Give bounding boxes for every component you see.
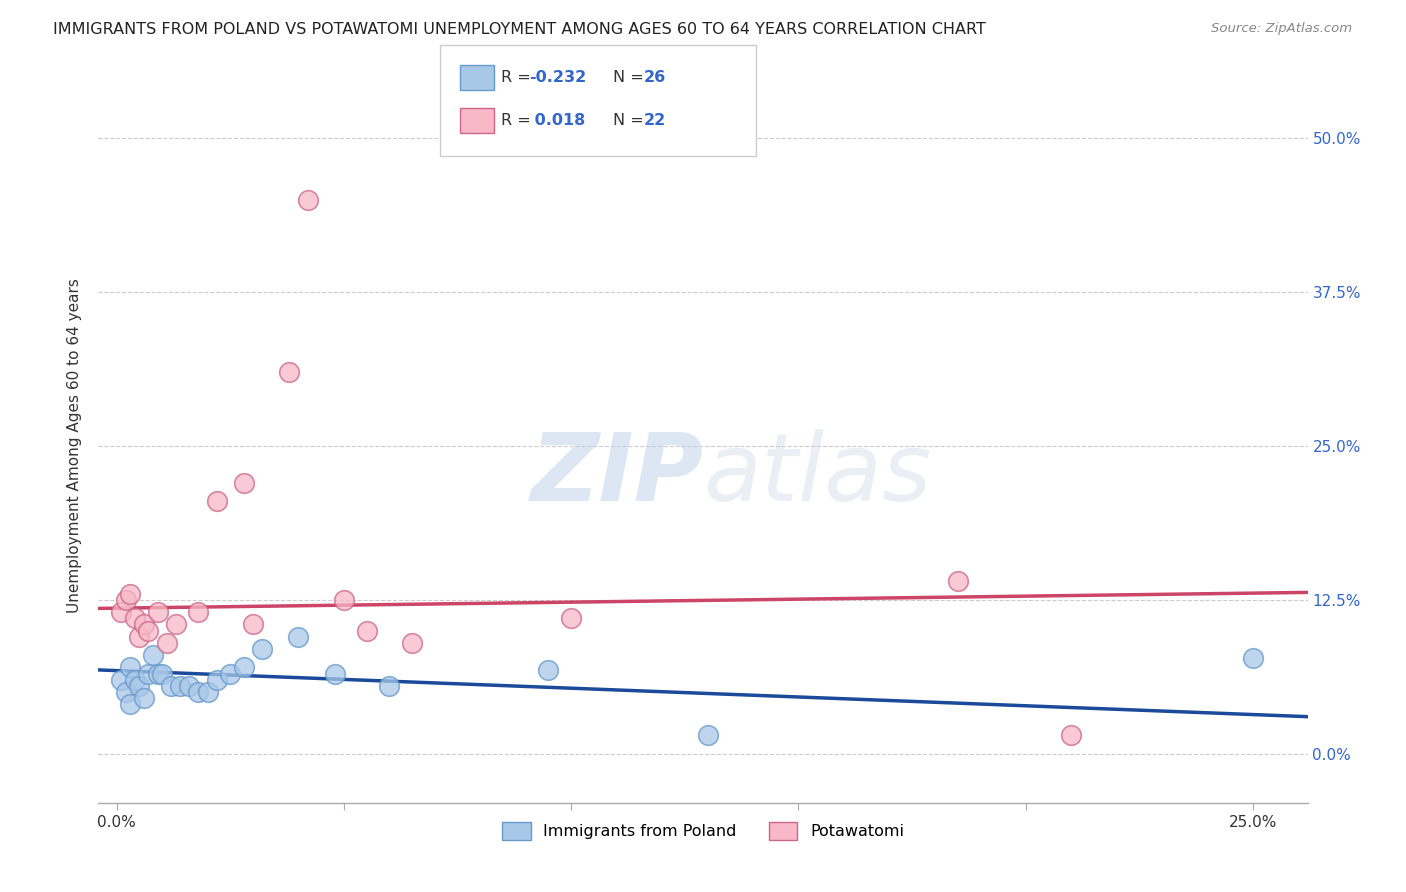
Point [155, 636, 177, 650]
Point [132, 691, 155, 706]
Point [128, 630, 150, 644]
Point [946, 574, 969, 589]
Point [110, 673, 132, 687]
Point [120, 698, 142, 712]
Point [205, 673, 228, 687]
Point [114, 592, 136, 607]
Text: R =: R = [501, 70, 536, 85]
Point [138, 666, 160, 681]
Point [138, 624, 160, 638]
Text: Source: ZipAtlas.com: Source: ZipAtlas.com [1212, 22, 1353, 36]
Text: IMMIGRANTS FROM POLAND VS POTAWATOMI UNEMPLOYMENT AMONG AGES 60 TO 64 YEARS CORR: IMMIGRANTS FROM POLAND VS POTAWATOMI UNE… [53, 22, 986, 37]
Point [110, 605, 132, 619]
Point [205, 494, 228, 508]
Point [197, 685, 219, 699]
Point [132, 617, 155, 632]
Point [232, 660, 254, 674]
Point [120, 660, 142, 674]
Point [537, 663, 560, 677]
Text: ZIP: ZIP [530, 428, 703, 521]
Point [128, 679, 150, 693]
Point [250, 642, 273, 657]
Text: 22: 22 [644, 113, 666, 128]
Point [124, 673, 146, 687]
Point [169, 679, 191, 693]
Legend: Immigrants from Poland, Potawatomi: Immigrants from Poland, Potawatomi [494, 814, 912, 848]
Text: 26: 26 [644, 70, 666, 85]
Point [323, 666, 346, 681]
Point [278, 365, 301, 379]
Point [696, 728, 718, 742]
Point [356, 624, 378, 638]
Point [150, 666, 173, 681]
Text: 0.018: 0.018 [529, 113, 585, 128]
Point [1060, 728, 1083, 742]
Point [333, 592, 356, 607]
Point [146, 605, 169, 619]
Text: -0.232: -0.232 [529, 70, 586, 85]
Point [378, 679, 401, 693]
Point [114, 685, 136, 699]
Point [401, 636, 423, 650]
Text: atlas: atlas [703, 429, 931, 520]
Point [297, 193, 319, 207]
Point [1241, 650, 1264, 665]
Point [219, 666, 242, 681]
Point [142, 648, 165, 662]
Point [242, 617, 264, 632]
Text: R =: R = [501, 113, 536, 128]
Y-axis label: Unemployment Among Ages 60 to 64 years: Unemployment Among Ages 60 to 64 years [67, 278, 83, 614]
Point [232, 475, 254, 490]
Text: N =: N = [613, 113, 650, 128]
Point [165, 617, 187, 632]
Point [179, 679, 201, 693]
Point [187, 685, 209, 699]
Point [560, 611, 582, 625]
Point [187, 605, 209, 619]
Point [120, 587, 142, 601]
Point [146, 666, 169, 681]
Point [287, 630, 309, 644]
Point [124, 611, 146, 625]
Point [160, 679, 183, 693]
Text: N =: N = [613, 70, 650, 85]
